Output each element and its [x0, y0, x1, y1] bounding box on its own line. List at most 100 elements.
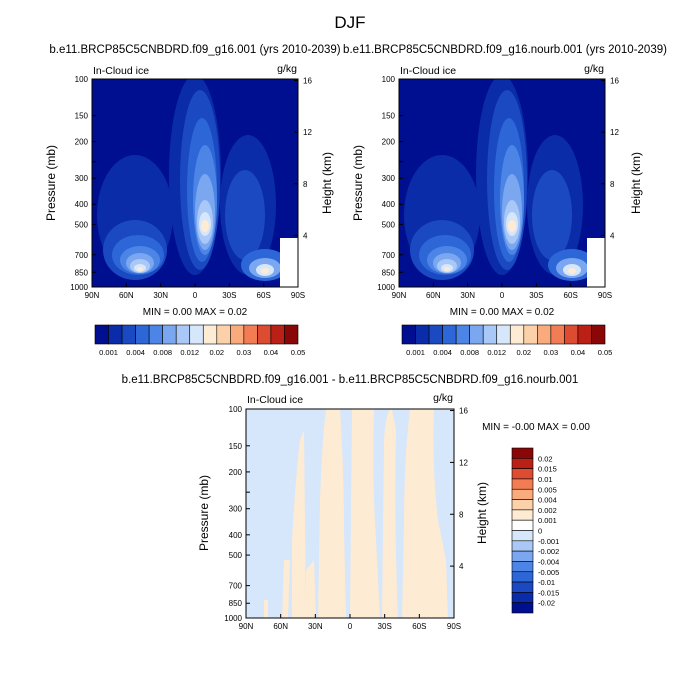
- colorbar-swatch: [455, 324, 470, 345]
- colorbar-label: -0.02: [538, 599, 555, 608]
- y-tick-label: 1000: [70, 283, 88, 292]
- x-tick-label: 60S: [564, 291, 578, 300]
- panel-a-variable-label: In-Cloud ice: [93, 65, 149, 77]
- colorbar-swatch: [469, 324, 484, 345]
- panel-c-stats: MIN = -0.00 MAX = 0.00: [482, 422, 590, 433]
- x-tick-label: 90S: [291, 291, 305, 300]
- colorbar-swatch: [230, 324, 245, 345]
- colorbar-label: 0.02: [516, 348, 531, 357]
- colorbar-swatch: [482, 324, 498, 345]
- x-tick-label: 90N: [85, 291, 100, 300]
- height-tick-label: 12: [610, 128, 619, 137]
- y-tick-label: 300: [75, 174, 89, 183]
- panel-a: b.e11.BRCP85C5CNBDRD.f09_g16.001 (yrs 20…: [44, 44, 341, 357]
- colorbar-swatch: [135, 324, 150, 345]
- colorbar-swatch: [121, 324, 136, 345]
- y-tick-label: 1000: [224, 614, 242, 623]
- colorbar-swatch: [202, 324, 218, 345]
- y-tick-label: 200: [75, 138, 89, 147]
- panel-a-topography-mask: [280, 238, 298, 287]
- height-tick-label: 16: [303, 77, 312, 86]
- x-tick-label: 30S: [529, 291, 543, 300]
- colorbar-swatch: [284, 324, 299, 345]
- panel-c-axes: 90N 60N 30N 0 30S 60S 90S 100 150 200 300 400 500 700…: [224, 405, 468, 631]
- colorbar-label: 0: [538, 527, 542, 536]
- y-tick-label: 700: [229, 582, 243, 591]
- colorbar-swatch: [401, 324, 416, 345]
- y-tick-label: 150: [75, 112, 89, 121]
- colorbar-swatch: [511, 519, 534, 531]
- colorbar-label: 0.01: [538, 475, 553, 484]
- panel-b-stats: MIN = 0.00 MAX = 0.02: [450, 307, 555, 318]
- colorbar-swatch: [511, 550, 534, 562]
- colorbar-swatch: [550, 324, 565, 345]
- x-tick-label: 90S: [598, 291, 612, 300]
- colorbar-label: 0.008: [153, 348, 172, 357]
- panel-c-variable-label: In-Cloud ice: [247, 394, 303, 406]
- colorbar-swatch: [428, 324, 443, 345]
- y-tick-label: 300: [229, 505, 243, 514]
- height-tick-label: 4: [459, 562, 464, 571]
- panel-b-ylabel: Pressure (mb): [351, 145, 365, 221]
- colorbar-label: -0.001: [538, 537, 559, 546]
- colorbar-swatch: [591, 324, 606, 345]
- colorbar-swatch: [511, 561, 534, 573]
- y-tick-label: 500: [229, 551, 243, 560]
- colorbar-swatch: [511, 488, 534, 500]
- colorbar-swatch: [511, 478, 534, 490]
- colorbar-label: 0.001: [99, 348, 118, 357]
- y-tick-label: 850: [75, 268, 89, 277]
- colorbar-swatch: [511, 571, 534, 583]
- y-tick-label: 150: [382, 112, 396, 121]
- x-tick-label: 90S: [447, 622, 461, 631]
- y-tick-label: 100: [229, 405, 243, 414]
- colorbar-swatch: [577, 324, 592, 345]
- colorbar-label: 0.04: [571, 348, 586, 357]
- colorbar-swatch: [162, 324, 177, 345]
- colorbar-label: 0.05: [598, 348, 613, 357]
- panel-a-ylabel-right: Height (km): [320, 152, 334, 214]
- panel-a-stats: MIN = 0.00 MAX = 0.02: [143, 307, 248, 318]
- colorbar-label: 0.001: [406, 348, 425, 357]
- y-tick-label: 400: [382, 200, 396, 209]
- x-tick-label: 90N: [239, 622, 254, 631]
- panel-a-colorbar: 0.001 0.004 0.008 0.012 0.02 0.03 0.04 0.05: [94, 324, 305, 357]
- colorbar-swatch: [94, 324, 109, 345]
- height-tick-label: 16: [610, 77, 619, 86]
- height-tick-label: 12: [303, 128, 312, 137]
- colorbar-swatch: [511, 592, 534, 603]
- colorbar-label: 0.004: [433, 348, 452, 357]
- y-tick-label: 500: [382, 220, 396, 229]
- colorbar-swatch: [564, 324, 579, 345]
- panel-c-units-label: g/kg: [433, 392, 453, 404]
- colorbar-swatch: [108, 324, 123, 345]
- panel-c-ylabel: Pressure (mb): [197, 475, 211, 551]
- panel-b: b.e11.BRCP85C5CNBDRD.f09_g16.nourb.001 (…: [343, 44, 667, 357]
- colorbar-label: 0.03: [544, 348, 559, 357]
- colorbar-label: -0.004: [538, 557, 559, 566]
- colorbar-swatch: [511, 509, 534, 521]
- panel-b-units-label: g/kg: [584, 63, 604, 75]
- y-tick-label: 200: [382, 138, 396, 147]
- x-tick-label: 30S: [378, 622, 392, 631]
- colorbar-label: -0.015: [538, 588, 559, 597]
- colorbar-swatch: [511, 530, 534, 542]
- y-tick-label: 150: [229, 442, 243, 451]
- x-tick-label: 90N: [392, 291, 407, 300]
- panel-b-axes: 90N 60N 30N 0 30S 60S 90S 100 150 200 300 400 500 700…: [377, 75, 619, 300]
- colorbar-label: 0.002: [538, 506, 557, 515]
- colorbar-swatch: [243, 324, 258, 345]
- panel-b-variable-label: In-Cloud ice: [400, 65, 456, 77]
- x-tick-label: 0: [193, 291, 198, 300]
- colorbar-label: 0.008: [460, 348, 479, 357]
- y-tick-label: 850: [382, 268, 396, 277]
- height-tick-label: 8: [303, 180, 308, 189]
- colorbar-swatch: [216, 324, 231, 345]
- colorbar-label: 0.004: [538, 496, 557, 505]
- x-tick-label: 60N: [273, 622, 288, 631]
- colorbar-label: 0.005: [538, 485, 557, 494]
- colorbar-label: 0.012: [180, 348, 199, 357]
- colorbar-label: 0.03: [237, 348, 252, 357]
- colorbar-swatch: [511, 602, 534, 614]
- y-tick-label: 500: [75, 220, 89, 229]
